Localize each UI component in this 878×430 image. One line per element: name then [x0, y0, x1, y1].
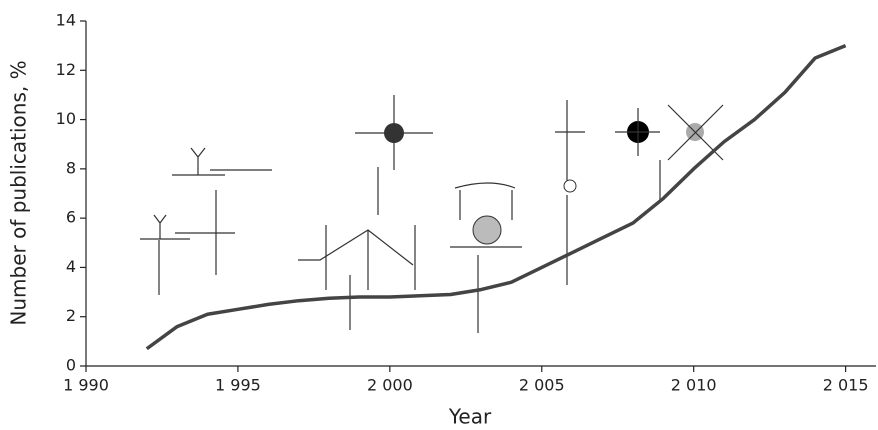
x-tick-label: 2 005	[519, 376, 565, 395]
x-tick-label: 2 000	[367, 376, 413, 395]
y-tick-label: 14	[56, 11, 76, 30]
y-tick-label: 4	[66, 257, 76, 276]
x-axis-title: Year	[448, 405, 492, 429]
x-tick-label: 1 990	[63, 376, 109, 395]
data-line	[145, 44, 847, 351]
y-tick-label: 2	[66, 306, 76, 325]
y-axis-title: Number of publications, %	[7, 60, 31, 325]
y-tick-label: 10	[56, 109, 76, 128]
y-tick-label: 6	[66, 208, 76, 227]
y-tick-label: 8	[66, 158, 76, 177]
y-tick-label: 12	[56, 60, 76, 79]
x-tick-label: 1 995	[215, 376, 261, 395]
x-tick-label: 2 015	[823, 376, 869, 395]
x-tick-label: 2 010	[671, 376, 717, 395]
y-tick-label: 0	[66, 356, 76, 375]
illustrations	[140, 95, 724, 333]
